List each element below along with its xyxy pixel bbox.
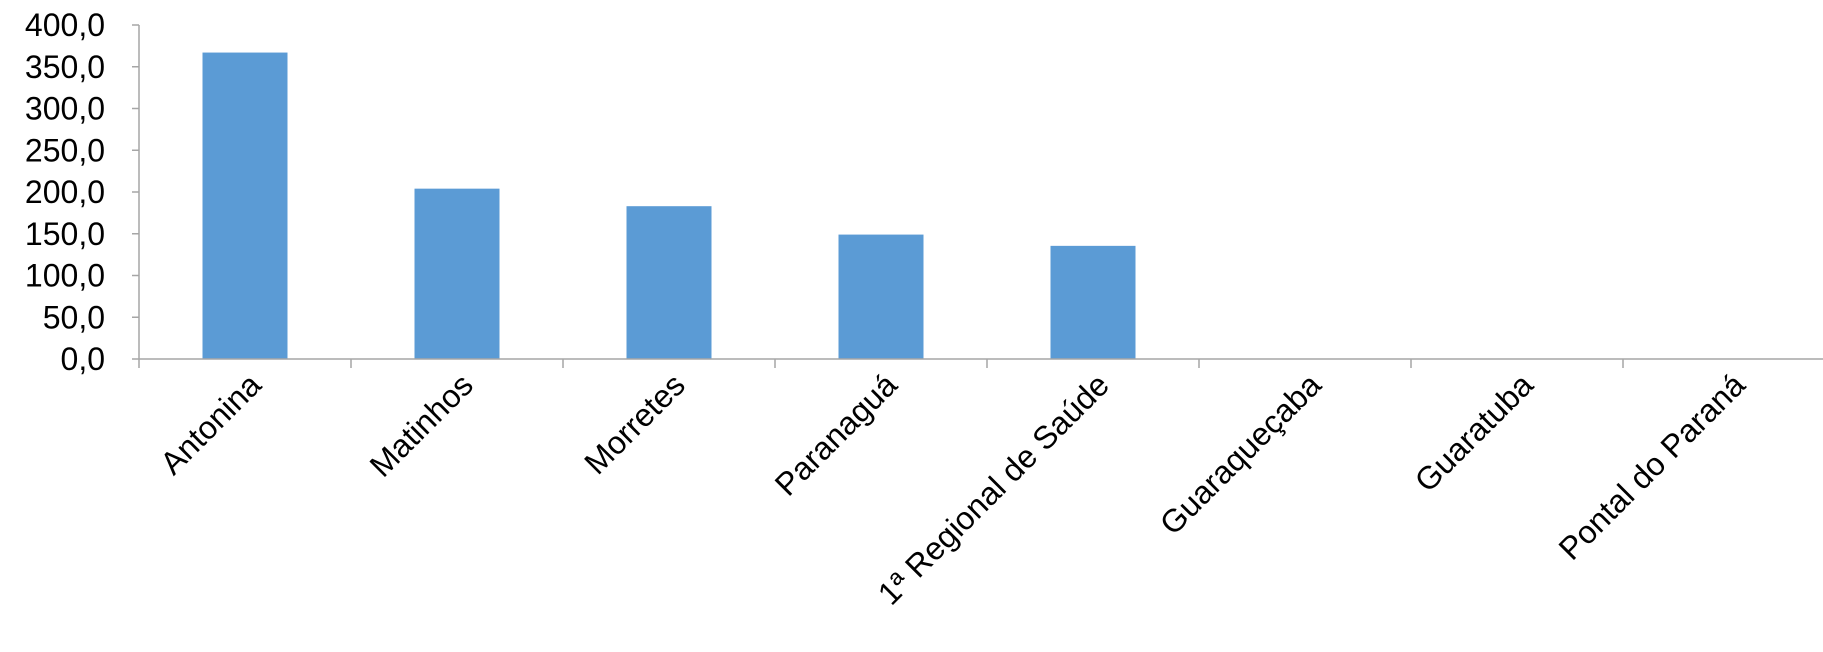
x-tick-label: Paranaguá — [768, 366, 904, 502]
x-axis-ticks — [132, 24, 1624, 368]
y-axis-tick-labels: 0,0 50,0 100,0 150,0 200,0 250,0 300,0 350,0 400… — [25, 7, 105, 377]
y-tick-label: 100,0 — [25, 258, 105, 294]
bar-0 — [202, 52, 288, 360]
y-tick-label: 250,0 — [25, 132, 105, 168]
x-tick-label: Morretes — [577, 366, 692, 481]
bar-series — [202, 52, 1136, 360]
bar-1 — [414, 188, 500, 359]
bar-4 — [1050, 245, 1136, 359]
y-tick-label: 350,0 — [25, 49, 105, 85]
y-tick-label: 0,0 — [61, 341, 105, 377]
y-tick-label: 200,0 — [25, 174, 105, 210]
y-tick-label: 150,0 — [25, 216, 105, 252]
x-tick-label: Guaraqueçaba — [1153, 366, 1328, 541]
x-tick-label: Pontal do Paraná — [1552, 366, 1752, 566]
x-tick-label: Antonina — [153, 366, 268, 481]
y-tick-label: 300,0 — [25, 91, 105, 127]
bar-2 — [626, 206, 712, 359]
y-tick-label: 50,0 — [43, 299, 105, 335]
bar-3 — [838, 234, 924, 359]
y-tick-label: 400,0 — [25, 7, 105, 43]
x-tick-label: Guaratuba — [1408, 366, 1541, 499]
x-tick-label: Matinhos — [363, 366, 480, 483]
x-tick-label: 1ª Regional de Saúde — [871, 366, 1116, 611]
